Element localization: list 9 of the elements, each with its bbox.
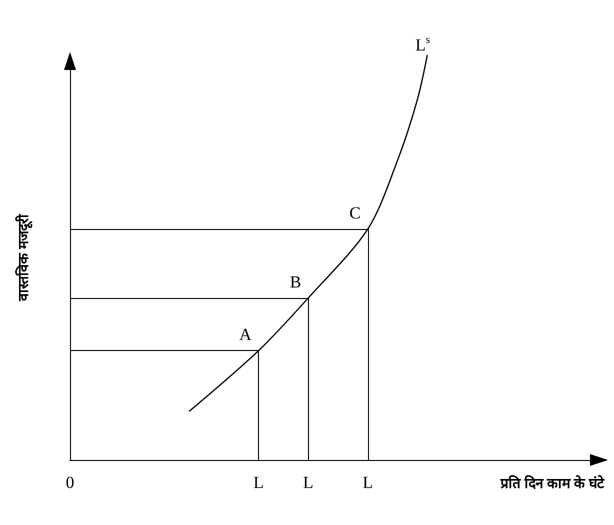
annotation: A [239, 325, 252, 344]
x-tick-label: L [303, 473, 314, 492]
annotation: C [349, 204, 361, 223]
x-axis-title: प्रति दिन काम के घंटे [499, 475, 605, 491]
y-axis-title: वास्तविक मजदूरी [15, 213, 33, 302]
x-tick-label: L [362, 473, 373, 492]
x-tick-label: 0 [66, 473, 74, 492]
annotation: B [290, 272, 302, 292]
x-tick-label: L [253, 473, 264, 492]
